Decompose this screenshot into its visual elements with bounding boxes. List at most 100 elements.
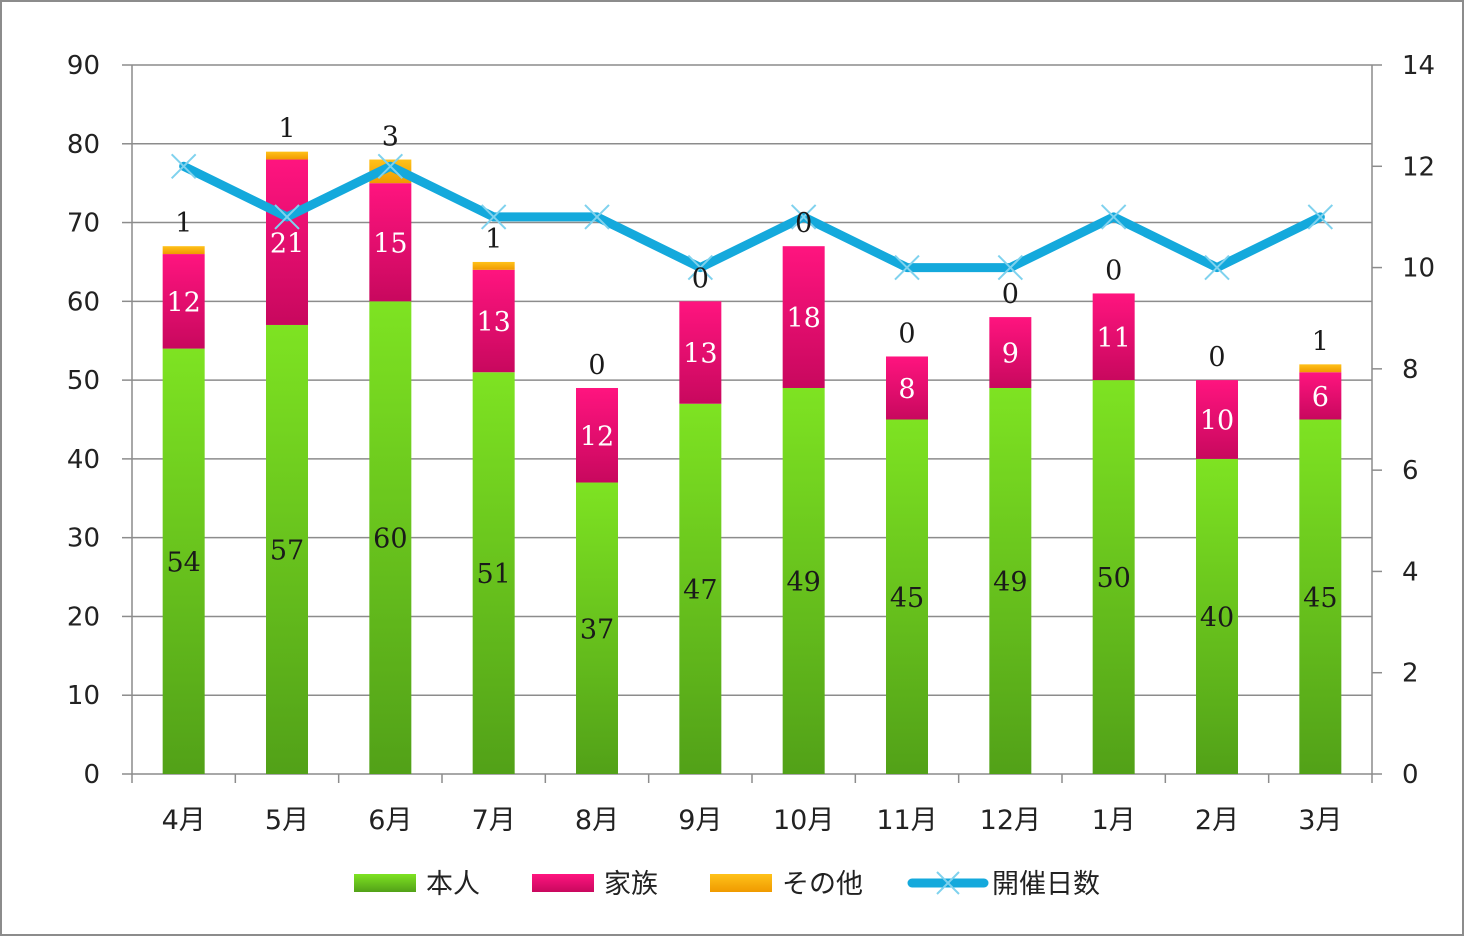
legend-label: その他 <box>782 869 863 900</box>
bar-segment <box>266 324 308 774</box>
bar-segment <box>1299 364 1342 373</box>
line-marker <box>1307 204 1334 230</box>
bar-segment <box>1196 458 1238 774</box>
data-label: 9 <box>1002 339 1019 370</box>
y-right-tick-label: 6 <box>1402 456 1419 486</box>
line-marker <box>997 254 1024 281</box>
line-marker <box>170 153 197 179</box>
data-label: 12 <box>166 287 200 318</box>
bar-segment <box>782 246 825 388</box>
bar-segment <box>679 403 722 774</box>
data-label: 0 <box>1208 342 1225 373</box>
y-left-tick-label: 90 <box>67 51 100 81</box>
legend-swatch <box>532 874 594 892</box>
data-label: 10 <box>1200 406 1234 437</box>
data-label: 0 <box>1105 255 1122 286</box>
line-marker <box>584 204 610 230</box>
data-label: 15 <box>373 228 407 259</box>
data-label: 13 <box>476 307 510 338</box>
legend-marker <box>936 871 960 895</box>
x-tick-label: 8月 <box>575 805 619 836</box>
y-right-tick-label: 10 <box>1402 254 1435 284</box>
data-label: 6 <box>1312 382 1329 413</box>
data-label: 37 <box>580 614 614 645</box>
legend-swatch <box>710 874 772 892</box>
bar-segment <box>369 183 412 302</box>
y-right-tick-label: 0 <box>1402 760 1419 790</box>
data-label: 0 <box>1002 279 1019 310</box>
y-left-tick-label: 70 <box>67 209 100 239</box>
y-left-tick-label: 40 <box>67 445 100 475</box>
data-label: 18 <box>786 303 820 334</box>
data-label: 45 <box>1303 583 1337 614</box>
data-label: 47 <box>683 575 717 606</box>
y-left-tick-label: 0 <box>83 760 100 790</box>
y-right-tick-label: 4 <box>1402 557 1419 587</box>
data-label: 60 <box>373 524 407 555</box>
data-label: 0 <box>588 350 605 381</box>
line-marker <box>894 254 920 281</box>
data-label: 21 <box>270 228 304 259</box>
bar-segment <box>162 246 205 255</box>
legend: 本人 家族 その他 開催日数 <box>354 869 1100 900</box>
bar-segment <box>1092 293 1135 381</box>
line-marker <box>377 153 404 179</box>
bar-segment <box>162 348 205 774</box>
data-label: 3 <box>382 122 399 153</box>
bar-segment <box>1299 372 1342 420</box>
data-label: 1 <box>278 114 295 145</box>
line-marker <box>1204 254 1230 281</box>
data-label: 11 <box>1096 323 1130 354</box>
bars <box>162 151 1342 774</box>
legend-swatch <box>354 874 416 892</box>
y-left-tick-label: 10 <box>67 681 100 711</box>
x-tick-label: 5月 <box>265 805 309 836</box>
y-left-tick-label: 20 <box>67 602 100 632</box>
bar-segment <box>989 317 1032 388</box>
line-marker <box>1100 204 1127 230</box>
x-tick-label: 9月 <box>678 805 722 836</box>
bar-segment <box>266 159 308 325</box>
x-tick-label: 10月 <box>773 805 834 836</box>
data-label: 51 <box>476 559 510 590</box>
bar-segment <box>886 356 928 420</box>
data-label: 0 <box>692 263 709 294</box>
line-marker <box>480 204 507 230</box>
gridlines <box>132 64 1372 696</box>
x-tick-label: 6月 <box>368 805 412 836</box>
bar-segment <box>679 301 722 404</box>
data-label: 1 <box>175 208 192 239</box>
bar-segment <box>989 387 1032 774</box>
data-label: 0 <box>795 208 812 239</box>
y-right-tick-label: 2 <box>1402 659 1419 689</box>
data-label: 49 <box>786 567 820 598</box>
legend-label: 開催日数 <box>992 869 1100 900</box>
data-label: 0 <box>898 318 915 349</box>
x-tick-label: 1月 <box>1092 805 1136 836</box>
y-right-tick-label: 12 <box>1402 152 1435 182</box>
data-label: 12 <box>580 421 614 452</box>
x-tick-label: 2月 <box>1195 805 1239 836</box>
x-tick-label: 3月 <box>1298 805 1342 836</box>
y-left-tick-label: 30 <box>67 524 100 554</box>
data-labels: 5412157211601535113137120471304918045804… <box>166 114 1337 646</box>
legend-label: 家族 <box>604 869 658 900</box>
y-left-tick-label: 80 <box>67 130 100 160</box>
legend-label: 本人 <box>426 869 480 900</box>
bar-segment <box>886 419 928 774</box>
data-label: 40 <box>1200 602 1234 633</box>
x-tick-label: 7月 <box>472 805 516 836</box>
line-series <box>170 153 1334 281</box>
bar-segment <box>266 151 308 160</box>
data-label: 1 <box>1312 326 1329 357</box>
line-marker <box>274 204 300 230</box>
x-tick-label: 11月 <box>876 805 937 836</box>
bar-segment <box>162 254 205 349</box>
bar-segment <box>472 269 515 373</box>
bar-segment <box>576 482 618 774</box>
bar-segment <box>1299 419 1342 774</box>
line-series-path <box>179 161 1325 273</box>
